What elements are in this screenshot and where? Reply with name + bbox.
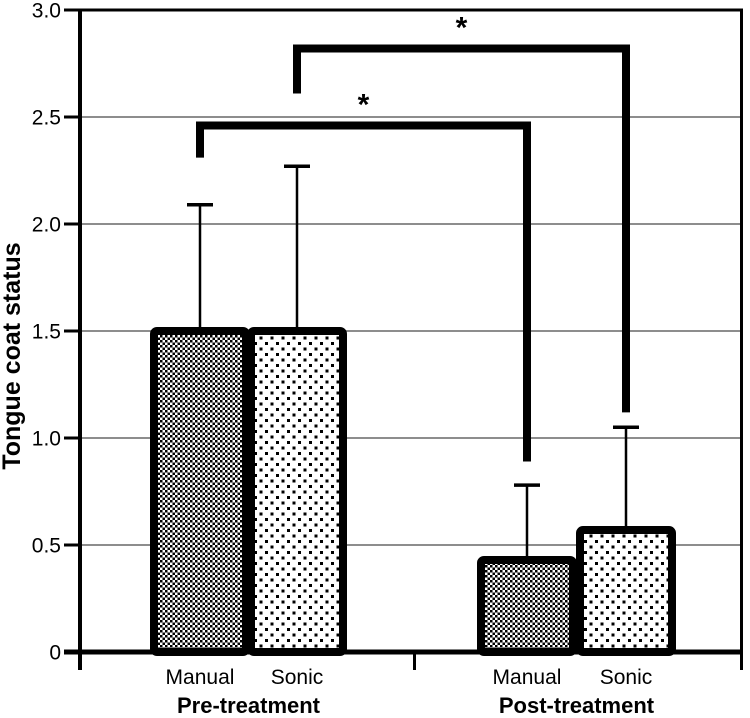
y-axis-title: Tongue coat status xyxy=(0,242,26,469)
bar-post-treatment-sonic xyxy=(576,526,676,657)
y-tick-label: 0 xyxy=(49,642,61,665)
x-series-label-post-treatment-sonic: Sonic xyxy=(600,666,653,689)
y-tick-label: 1.0 xyxy=(32,428,61,451)
x-series-label-post-treatment-manual: Manual xyxy=(493,666,562,689)
chart-layers: 0 0.5 1.0 1.5 2.0 2.5 3.0 Manual Sonic Pre-treatm… xyxy=(32,0,743,718)
bar-pre-treatment-sonic xyxy=(247,327,347,656)
y-tick-label: 0.5 xyxy=(32,535,61,558)
significance-bracket-2 xyxy=(293,44,630,413)
bar-post-treatment-manual xyxy=(477,555,577,656)
y-tick-label: 3.0 xyxy=(32,0,61,23)
y-tick-label: 1.5 xyxy=(32,321,61,344)
bar-pre-treatment-manual xyxy=(150,327,250,656)
x-series-label-pre-treatment-manual: Manual xyxy=(166,666,235,689)
significance-bracket-1 xyxy=(196,121,531,462)
x-series-label-pre-treatment-sonic: Sonic xyxy=(271,666,324,689)
x-group-label-pre-treatment: Pre-treatment xyxy=(177,693,321,718)
significance-asterisk-2: * xyxy=(456,12,468,45)
y-tick-label: 2.0 xyxy=(32,214,61,237)
x-group-label-post-treatment: Post-treatment xyxy=(499,693,655,718)
y-tick-label: 2.5 xyxy=(32,107,61,130)
significance-asterisk-1: * xyxy=(358,89,370,122)
